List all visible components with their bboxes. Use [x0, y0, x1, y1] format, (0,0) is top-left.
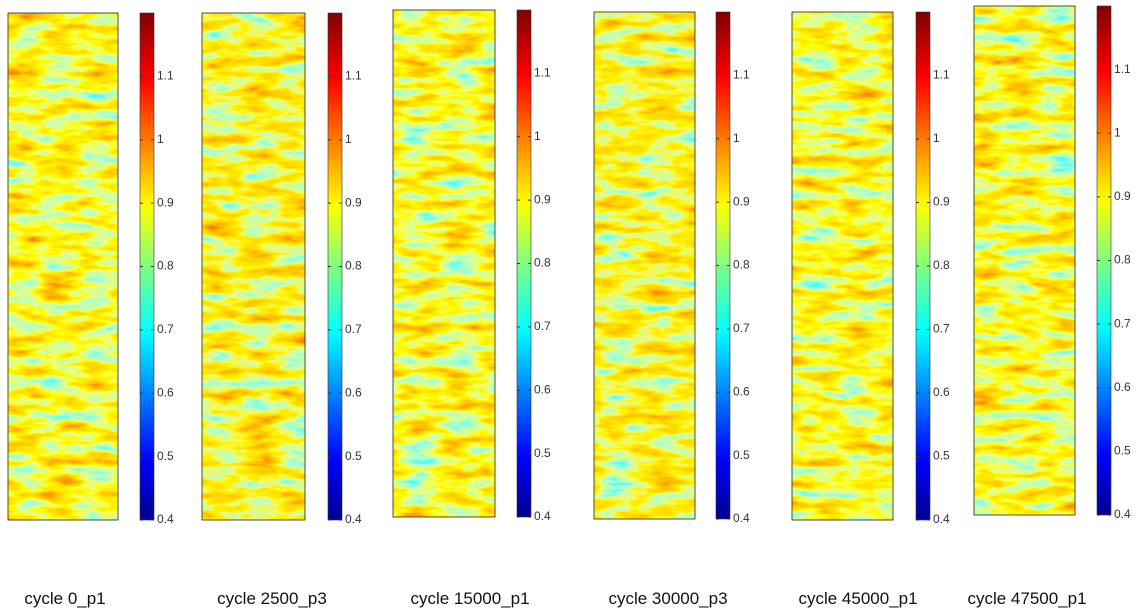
colorbar-tick-label: 0.5: [534, 446, 551, 460]
heatmap-image: [202, 13, 305, 520]
colorbar-tick-label: 0.5: [345, 449, 362, 463]
colorbar-tick-label: 0.9: [1114, 189, 1131, 203]
colorbar-tick-label: 1: [157, 132, 164, 146]
panel: 0.4 0.5 0.6 0.7 0.8 0.9 1 1.1 cycle 0_p1: [7, 12, 174, 608]
colorbar-tick-label: 0.4: [733, 511, 750, 525]
panel-label: cycle 15000_p1: [410, 589, 529, 608]
colorbar-tick-label: 0.5: [1114, 444, 1131, 458]
colorbar-tick-label: 0.8: [157, 259, 174, 273]
colorbar-tick-label: 0.9: [733, 194, 750, 208]
colorbar-tick-label: 0.7: [157, 322, 174, 336]
colorbar-tick-label: 0.6: [534, 382, 551, 396]
colorbar-tick-label: 0.4: [1114, 507, 1131, 521]
colorbar-tick-label: 0.7: [1114, 316, 1131, 330]
heatmap-image: [792, 12, 893, 520]
colorbar-tick-label: 0.8: [534, 256, 551, 270]
panel-label: cycle 30000_p3: [608, 589, 727, 608]
heatmap-frame: [392, 9, 496, 518]
colorbar-tick-label: 1.1: [345, 69, 362, 83]
colorbar-tick-label: 0.6: [1114, 380, 1131, 394]
colorbar-tick-label: 0.9: [157, 195, 174, 209]
panel-label: cycle 0_p1: [24, 589, 105, 608]
colorbar-tick-label: 0.8: [933, 258, 950, 272]
panel-label: cycle 45000_p1: [798, 589, 917, 608]
colorbar-tick-label: 1: [733, 131, 740, 145]
heatmap-frame: [973, 5, 1076, 516]
heatmap-image: [393, 10, 495, 517]
colorbar-tick-label: 0.6: [933, 385, 950, 399]
panel: 0.4 0.5 0.6 0.7 0.8 0.9 1 1.1 cycle 30000_p3: [593, 11, 750, 608]
heatmap-image: [8, 13, 118, 520]
colorbar-tick-label: 0.4: [157, 512, 174, 526]
colorbar-tick-label: 1.1: [1114, 62, 1131, 76]
colorbar-tick-label: 0.7: [345, 322, 362, 336]
colorbar-tick-label: 0.7: [733, 321, 750, 335]
colorbar-tick-label: 0.4: [933, 512, 950, 526]
colorbar-tick-label: 1: [534, 129, 541, 143]
colorbar-tick-label: 1.1: [157, 69, 174, 83]
colorbar-tick-label: 0.5: [157, 449, 174, 463]
colorbar-tick-label: 1.1: [534, 66, 551, 80]
panel: 0.4 0.5 0.6 0.7 0.8 0.9 1 1.1 cycle 45000_p1: [791, 11, 950, 608]
colorbar-tick-label: 0.7: [534, 319, 551, 333]
colorbar-tick-label: 0.6: [157, 385, 174, 399]
heatmap-frame: [201, 12, 306, 521]
panel-label: cycle 2500_p3: [217, 589, 327, 608]
panel: 0.4 0.5 0.6 0.7 0.8 0.9 1 1.1 cycle 15000_p1: [392, 9, 551, 608]
colorbar-tick-label: 0.9: [534, 192, 551, 206]
colorbar-tick-label: 1: [345, 132, 352, 146]
heatmap-frame: [791, 11, 894, 521]
heatmap-image: [974, 6, 1075, 515]
colorbar-tick-label: 0.8: [733, 258, 750, 272]
colorbar-tick-label: 1: [933, 131, 940, 145]
heatmap-frame: [7, 12, 119, 521]
heatmap-image: [594, 12, 695, 519]
panel: 0.4 0.5 0.6 0.7 0.8 0.9 1 1.1 cycle 47500_p1: [967, 5, 1131, 608]
colorbar-tick-label: 0.9: [345, 195, 362, 209]
colorbar-tick-label: 0.9: [933, 195, 950, 209]
colorbar-tick-label: 1: [1114, 125, 1121, 139]
colorbar-tick-label: 1.1: [733, 68, 750, 82]
colorbar-tick-label: 1.1: [933, 68, 950, 82]
colorbar-tick-label: 0.5: [933, 449, 950, 463]
colorbar-tick-label: 0.6: [345, 385, 362, 399]
panel: 0.4 0.5 0.6 0.7 0.8 0.9 1 1.1 cycle 2500_p3: [201, 12, 362, 608]
colorbar-tick-label: 0.8: [345, 259, 362, 273]
colorbar-tick-label: 0.4: [534, 509, 551, 523]
colorbar-tick-label: 0.4: [345, 512, 362, 526]
colorbar-tick-label: 0.8: [1114, 253, 1131, 267]
panel-label: cycle 47500_p1: [967, 589, 1086, 608]
heatmap-frame: [593, 11, 696, 520]
colorbar-tick-label: 0.6: [733, 384, 750, 398]
colorbar-tick-label: 0.5: [733, 448, 750, 462]
colorbar-tick-label: 0.7: [933, 322, 950, 336]
